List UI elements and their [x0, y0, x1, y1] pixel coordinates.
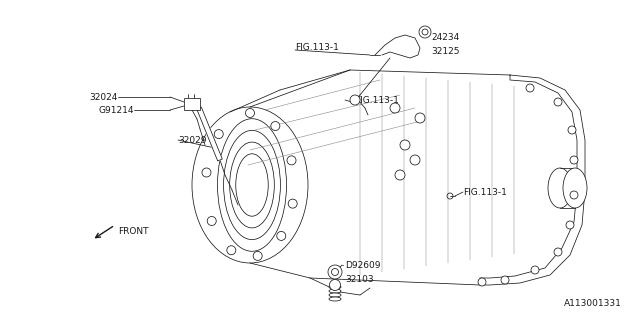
Text: FRONT: FRONT — [118, 227, 148, 236]
Ellipse shape — [329, 289, 341, 293]
Ellipse shape — [329, 293, 341, 297]
Circle shape — [570, 156, 578, 164]
Ellipse shape — [329, 285, 341, 289]
Text: G91214: G91214 — [99, 106, 134, 115]
Circle shape — [419, 26, 431, 38]
Circle shape — [253, 252, 262, 260]
Ellipse shape — [329, 297, 341, 301]
Text: 32125: 32125 — [431, 46, 460, 55]
Text: 32029: 32029 — [178, 135, 207, 145]
Circle shape — [288, 199, 297, 208]
Text: FIG.113-1: FIG.113-1 — [463, 188, 507, 196]
Bar — [184, 98, 200, 110]
Ellipse shape — [563, 168, 587, 208]
Circle shape — [410, 155, 420, 165]
Circle shape — [554, 248, 562, 256]
Circle shape — [568, 126, 576, 134]
Text: FIG.113-1: FIG.113-1 — [295, 43, 339, 52]
Circle shape — [478, 278, 486, 286]
Circle shape — [570, 191, 578, 199]
Circle shape — [531, 266, 539, 274]
Circle shape — [330, 279, 340, 291]
Circle shape — [422, 29, 428, 35]
Circle shape — [276, 231, 285, 240]
Circle shape — [554, 98, 562, 106]
Text: FIG.113-1: FIG.113-1 — [355, 95, 399, 105]
Circle shape — [287, 156, 296, 165]
Circle shape — [271, 122, 280, 131]
Circle shape — [566, 221, 574, 229]
Text: 32103: 32103 — [345, 275, 374, 284]
Circle shape — [415, 113, 425, 123]
Circle shape — [207, 217, 216, 226]
Text: D92609: D92609 — [345, 261, 381, 270]
Text: A113001331: A113001331 — [564, 299, 622, 308]
Text: 32024: 32024 — [90, 92, 118, 101]
Circle shape — [350, 95, 360, 105]
Circle shape — [202, 168, 211, 177]
Circle shape — [332, 268, 339, 276]
Text: 24234: 24234 — [431, 33, 460, 42]
Circle shape — [526, 84, 534, 92]
Polygon shape — [196, 107, 222, 161]
Circle shape — [400, 140, 410, 150]
Circle shape — [227, 246, 236, 255]
Circle shape — [246, 108, 255, 117]
Circle shape — [328, 265, 342, 279]
Circle shape — [390, 103, 400, 113]
Circle shape — [395, 170, 405, 180]
Circle shape — [501, 276, 509, 284]
Circle shape — [214, 130, 223, 139]
